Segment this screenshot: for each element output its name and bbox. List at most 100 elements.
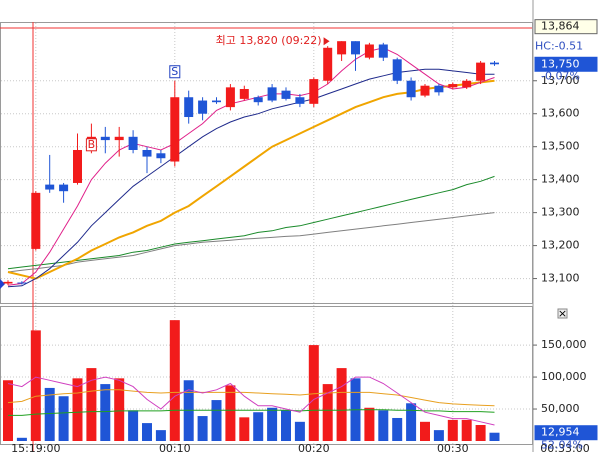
volume-bar	[30, 330, 41, 441]
candle-body	[378, 44, 388, 58]
volume-bar	[211, 400, 222, 441]
y-tick-label: 150,000	[541, 338, 587, 351]
change-label: -0.07%	[541, 69, 580, 82]
candle-body	[323, 47, 333, 81]
volume-bar	[197, 416, 208, 441]
volume-bar	[336, 368, 347, 441]
ma-line	[7, 376, 495, 426]
volume-bar	[489, 432, 500, 441]
volume-bar	[114, 378, 125, 441]
candle-body	[198, 100, 208, 114]
volume-bar	[364, 407, 375, 441]
ma-line	[7, 212, 495, 273]
ma-line	[7, 389, 495, 407]
y-tick-label: 13,500	[541, 140, 580, 153]
candle-body	[351, 41, 360, 55]
candle-body	[253, 97, 263, 103]
candle-body	[100, 136, 110, 141]
volume-bar	[475, 425, 486, 441]
signal-box	[85, 138, 97, 152]
value-box	[534, 56, 598, 72]
y-tick-label: 50,000	[541, 402, 580, 415]
candle-body	[170, 97, 180, 162]
volume-bar	[239, 417, 250, 441]
volume-bar	[86, 368, 97, 441]
candle-body	[239, 88, 249, 99]
volume-bar	[225, 385, 236, 441]
candle-body	[392, 59, 402, 81]
volume-bar	[16, 437, 27, 441]
y-tick-label: 13,700	[541, 74, 580, 87]
candle-body	[448, 84, 458, 88]
candle-body	[267, 87, 277, 101]
x-tick-label: 15:19:00	[11, 442, 60, 452]
candle-body	[31, 192, 41, 249]
volume-bar	[406, 403, 417, 441]
marker	[0, 279, 5, 289]
candle-body	[490, 62, 499, 65]
volume-bar	[142, 423, 152, 441]
volume-bar	[44, 387, 55, 441]
ma-line	[7, 68, 495, 288]
volume-bar	[281, 410, 291, 441]
y-tick-label: 13,400	[541, 173, 580, 186]
value-box	[534, 425, 598, 441]
signal-label: B	[88, 138, 96, 151]
volume-bar	[169, 320, 180, 441]
volume-bar	[100, 384, 111, 441]
y-tick-label: 13,200	[541, 239, 580, 252]
candle-body	[184, 97, 194, 118]
volume-bar	[378, 410, 389, 441]
volume-bar	[420, 421, 430, 441]
candle-body	[17, 282, 27, 284]
volume-bar	[433, 430, 444, 441]
y-tick-label: 100,000	[541, 370, 587, 383]
candle-body	[128, 136, 138, 150]
ma-line	[7, 175, 495, 270]
candle-body	[45, 184, 55, 190]
candle-body	[434, 85, 444, 93]
candle-body	[156, 153, 166, 159]
x-end-label: 00:33:00	[540, 442, 589, 452]
volume-bar	[392, 417, 403, 441]
y-tick-label: 13,300	[541, 206, 580, 219]
candle-body	[142, 149, 152, 157]
high-annotation: 최고 13,820 (09:22)	[216, 34, 322, 47]
signal-box	[169, 65, 181, 79]
volume-bar	[267, 407, 278, 441]
x-tick-label: 00:20	[298, 442, 330, 452]
y-tick-label: 13,600	[541, 107, 580, 120]
volume-bar	[461, 419, 472, 441]
candle-body	[337, 41, 347, 55]
candle-body	[225, 87, 235, 108]
signal-label: S	[171, 65, 178, 78]
candle-body	[309, 79, 319, 104]
x-tick-label: 00:10	[159, 442, 191, 452]
ma-line	[8, 409, 495, 416]
value-box	[534, 19, 598, 35]
candle-body	[406, 80, 416, 98]
volume-bar	[447, 419, 458, 441]
close-icon[interactable]	[557, 308, 568, 319]
candle-body	[364, 44, 374, 58]
candle-body	[281, 90, 291, 99]
candle-body	[114, 136, 124, 141]
candle-body	[295, 97, 305, 104]
ma-line	[7, 47, 495, 286]
candle-body	[212, 100, 221, 103]
value-box-label: 13,750	[541, 57, 580, 70]
volume-bar	[322, 384, 333, 441]
candle-body	[420, 85, 430, 96]
volume-bar	[3, 380, 13, 441]
volume-bar	[294, 421, 305, 441]
volume-bar	[253, 412, 264, 441]
close-icon-x[interactable]: ×	[558, 307, 567, 320]
x-tick-label: 00:30	[437, 442, 469, 452]
volume-bar	[72, 378, 83, 441]
ref-label: HC:-0.51	[535, 39, 583, 52]
high-arrow	[323, 37, 330, 46]
ratio-label: 52.04%	[541, 439, 583, 452]
candle-body	[476, 62, 486, 81]
